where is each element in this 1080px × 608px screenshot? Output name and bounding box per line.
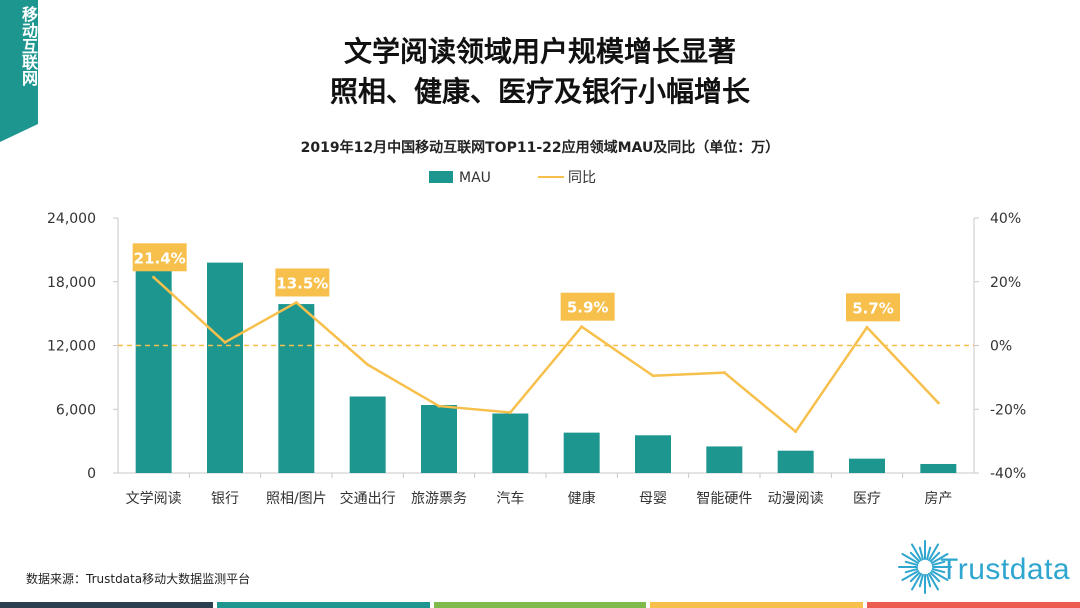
yoy-callout-label: 13.5% [276, 274, 328, 292]
category-label: 母婴 [639, 491, 667, 507]
sunburst-ray [901, 553, 920, 564]
sunburst-ray [931, 568, 946, 574]
mau-bar [492, 413, 529, 473]
brand-name: Trustdata [940, 553, 1071, 586]
chart-title: 2019年12月中国移动互联网TOP11-22应用领域MAU及同比（单位：万） [301, 139, 780, 156]
yoy-callout-box [132, 243, 187, 272]
right-tick-label: 40% [990, 211, 1021, 227]
legend-yoy-label: 同比 [568, 170, 596, 186]
mau-bar [777, 450, 814, 473]
right-tick-label: 0% [990, 339, 1012, 355]
mau-bar [421, 405, 457, 473]
sunburst-ray [928, 572, 939, 591]
headline-line-2: 照相、健康、医疗及银行小幅增长 [329, 75, 750, 108]
sunburst-ray [929, 551, 941, 563]
yoy-callout-box [275, 268, 330, 297]
right-tick-label: -20% [990, 402, 1026, 418]
trustdata-logo: Trustdata [896, 538, 1076, 596]
sunburst-ray [911, 543, 922, 562]
yoy-callout-label: 5.9% [567, 299, 609, 317]
yoy-callout-label: 21.4% [134, 249, 186, 267]
sunburst-ray [901, 570, 920, 581]
corner-tag-label: 移动互联网 [19, 6, 38, 86]
category-label: 旅游票务 [411, 491, 467, 507]
category-label: 医疗 [853, 491, 881, 507]
yoy-point [651, 374, 655, 378]
yoy-point [794, 430, 798, 434]
yoy-point [936, 401, 940, 405]
right-tick-label: -40% [990, 466, 1026, 482]
category-label: 汽车 [496, 490, 524, 507]
mau-bar [278, 304, 315, 473]
legend-mau-swatch [429, 171, 453, 183]
sunburst-ray [929, 571, 941, 583]
mau-bar [920, 463, 957, 473]
legend-mau-label: MAU [459, 170, 491, 186]
left-tick-label: 24,000 [47, 211, 96, 227]
sunburst-ray [930, 553, 949, 564]
category-label: 动漫阅读 [768, 490, 824, 507]
left-tick-label: 6,000 [56, 402, 96, 418]
category-label: 文学阅读 [126, 490, 182, 507]
corner-tag: 移动互联网 [0, 0, 38, 142]
category-label: 房产 [924, 491, 952, 507]
sunburst-icon [898, 540, 952, 594]
sunburst-ray [904, 560, 919, 566]
yoy-point [580, 325, 584, 329]
left-tick-label: 12,000 [47, 339, 96, 355]
source-note: 数据来源：Trustdata移动大数据监测平台 [26, 572, 251, 586]
yoy-line [152, 276, 940, 433]
yoy-point [152, 275, 156, 279]
yoy-point [508, 410, 512, 414]
category-label: 照相/图片 [266, 491, 327, 507]
sunburst-ray [918, 546, 924, 561]
bottom-color-bar [0, 602, 1080, 608]
yoy-point [366, 363, 370, 367]
category-label: 交通出行 [340, 490, 396, 507]
yoy-point [294, 300, 298, 304]
mau-bar [563, 432, 600, 473]
yoy-point [865, 325, 869, 329]
sunburst-ray [904, 568, 919, 574]
sunburst-ray [909, 551, 921, 563]
mau-bar [849, 458, 885, 473]
mau-bar [207, 262, 243, 473]
left-tick-label: 18,000 [47, 275, 96, 291]
yoy-callout-label: 5.7% [852, 299, 894, 317]
sunburst-ray [930, 570, 949, 581]
yoy-point [722, 371, 726, 375]
yoy-point [223, 340, 227, 344]
yoy-point [437, 404, 441, 408]
sunburst-ray [918, 573, 924, 588]
sunburst-ray [928, 543, 939, 562]
category-label: 智能硬件 [696, 491, 752, 507]
bottom-bar-segment [0, 602, 213, 608]
sunburst-ray [926, 546, 932, 561]
mau-bar [635, 435, 671, 473]
category-label: 健康 [568, 490, 596, 507]
left-tick-label: 0 [87, 466, 96, 482]
yoy-callout-box [846, 293, 900, 322]
headline-line-1: 文学阅读领域用户规模增长显著 [343, 35, 736, 68]
sunburst-ray [911, 572, 922, 591]
sunburst-ray [909, 571, 921, 583]
mau-bar [706, 446, 743, 473]
bottom-bar-segment [867, 602, 1080, 608]
right-tick-label: 20% [990, 275, 1021, 291]
category-label: 银行 [211, 491, 239, 507]
mau-bar [349, 396, 386, 473]
bottom-bar-segment [650, 602, 864, 608]
sunburst-ray [926, 573, 932, 588]
bottom-bar-segment [433, 602, 647, 608]
bottom-bar-segment [216, 602, 430, 608]
mau-bar [135, 259, 172, 473]
yoy-callout-box [560, 292, 615, 321]
sunburst-ray [931, 560, 946, 566]
